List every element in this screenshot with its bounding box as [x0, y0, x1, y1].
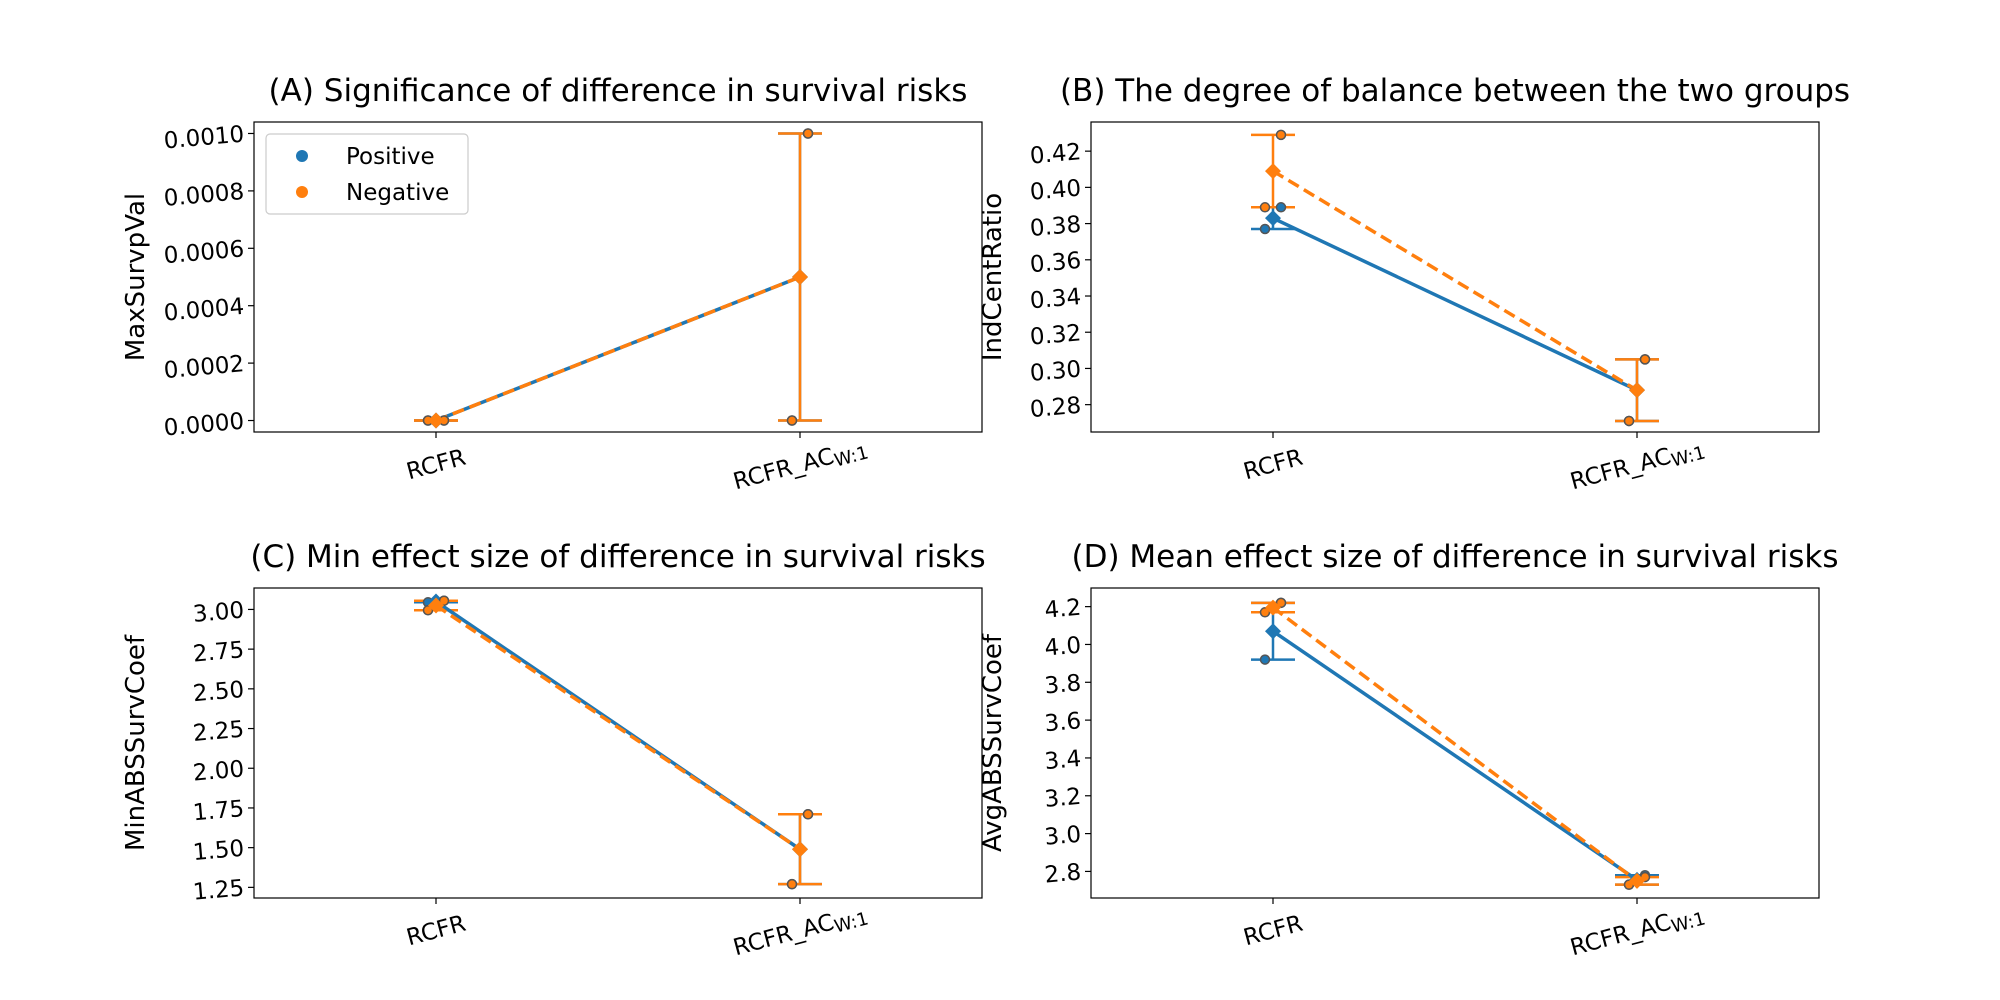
panel-1: (B) The degree of balance between the tw…: [978, 73, 1850, 498]
mean-marker: [428, 597, 444, 614]
data-point: [438, 595, 450, 606]
y-tick-label: 3.8: [1044, 670, 1083, 699]
data-point: [1623, 415, 1635, 427]
x-tick-label: RCFR: [404, 911, 469, 952]
legend: Positive Negative: [265, 133, 469, 215]
x-tick-label: RCFR: [1241, 445, 1306, 486]
y-tick-label: 0.34: [1029, 284, 1082, 314]
x-tick-label: RCFR: [404, 445, 469, 486]
panel-3: (D) Mean effect size of difference in su…: [978, 539, 1839, 964]
data-point: [1259, 223, 1271, 235]
y-tick-label: 0.0008: [163, 179, 245, 212]
data-point: [1259, 607, 1271, 618]
y-axis-label: MaxSurvpVal: [121, 193, 151, 361]
y-tick-label: 3.4: [1044, 746, 1083, 775]
y-tick-label: 0.0004: [163, 294, 245, 327]
y-tick-label: 0.32: [1029, 320, 1082, 350]
y-tick-label: 0.36: [1029, 248, 1082, 278]
series-line-positive: [1272, 629, 1638, 882]
mean-marker: [792, 269, 808, 285]
y-tick-label: 2.50: [192, 677, 245, 707]
panel-title: (C) Min effect size of difference in sur…: [250, 539, 985, 575]
legend-marker: [296, 186, 308, 198]
y-tick-label: 2.8: [1044, 859, 1083, 888]
plot-frame: [253, 587, 983, 899]
series-line-positive: [1272, 216, 1638, 392]
x-tick-label: RCFR: [1241, 911, 1306, 952]
mean-marker: [428, 412, 444, 429]
y-axis-label: IndCentRatio: [978, 193, 1008, 361]
mean-marker: [792, 841, 808, 858]
series-line-negative: [435, 275, 801, 423]
mean-marker: [1629, 382, 1645, 399]
x-tick-subscript: W:1: [1669, 442, 1708, 471]
data-point: [786, 878, 798, 890]
data-point: [1639, 354, 1651, 365]
plot-frame: [253, 121, 983, 433]
panel-2: (C) Min effect size of difference in sur…: [121, 539, 986, 964]
x-tick-label: RCFR_ACW:1: [1568, 435, 1708, 499]
y-tick-label: 3.00: [192, 597, 245, 627]
y-axis-label: AvgABSSurvCoef: [978, 633, 1008, 852]
mean-marker: [1265, 599, 1281, 616]
y-tick-label: 0.42: [1029, 139, 1082, 169]
data-point: [802, 809, 814, 820]
y-tick-label: 3.6: [1044, 708, 1083, 737]
panel-title: (B) The degree of balance between the tw…: [1060, 73, 1850, 109]
legend-box: [265, 133, 469, 215]
data-point: [786, 415, 798, 426]
data-point: [1275, 202, 1287, 213]
y-tick-label: 0.0000: [163, 409, 245, 442]
y-tick-label: 3.0: [1044, 822, 1083, 851]
mean-marker: [1629, 872, 1645, 889]
panel-0: (A) Significance of difference in surviv…: [121, 73, 983, 499]
x-tick-label: RCFR_ACW:1: [1568, 901, 1708, 965]
legend-marker: [296, 150, 308, 162]
mean-marker: [1265, 163, 1281, 180]
x-tick-subscript: W:1: [1669, 908, 1708, 937]
y-tick-label: 4.0: [1044, 633, 1083, 662]
data-point: [1275, 597, 1287, 609]
y-tick-label: 0.38: [1029, 212, 1082, 242]
y-tick-label: 3.2: [1044, 784, 1083, 813]
mean-marker: [1265, 210, 1281, 227]
y-tick-label: 0.0006: [163, 236, 245, 269]
data-point: [422, 604, 434, 616]
data-point: [802, 128, 814, 139]
y-tick-label: 1.50: [192, 836, 245, 866]
y-tick-label: 2.75: [192, 637, 245, 667]
data-point: [1275, 129, 1287, 141]
series-line-negative: [1271, 606, 1639, 883]
data-point: [1259, 202, 1271, 213]
y-tick-label: 1.25: [192, 875, 245, 905]
y-tick-label: 4.2: [1044, 595, 1083, 624]
x-tick-subscript: W:1: [832, 908, 871, 937]
y-tick-label: 0.28: [1029, 393, 1082, 423]
y-tick-label: 2.00: [192, 756, 245, 786]
series-line-negative: [1272, 169, 1638, 392]
data-point: [1259, 654, 1271, 665]
series-line-negative: [435, 604, 801, 851]
x-tick-label: RCFR_ACW:1: [731, 901, 871, 965]
y-tick-label: 2.25: [192, 717, 245, 747]
y-tick-label: 1.75: [192, 796, 245, 826]
mean-marker: [1265, 623, 1281, 640]
legend-label: Positive: [346, 144, 435, 170]
panel-title: (D) Mean effect size of difference in su…: [1072, 539, 1839, 575]
legend-label: Negative: [346, 180, 449, 206]
plot-frame: [1090, 121, 1820, 433]
x-tick-subscript: W:1: [832, 442, 871, 471]
panel-title: (A) Significance of difference in surviv…: [269, 73, 968, 109]
y-tick-label: 0.0002: [163, 351, 245, 384]
y-tick-label: 0.30: [1029, 356, 1082, 386]
x-tick-label: RCFR_ACW:1: [731, 435, 871, 499]
y-tick-label: 0.0010: [163, 122, 245, 155]
y-axis-label: MinABSSurvCoef: [121, 634, 151, 851]
y-tick-label: 0.40: [1029, 175, 1082, 205]
plot-frame: [1090, 587, 1820, 899]
